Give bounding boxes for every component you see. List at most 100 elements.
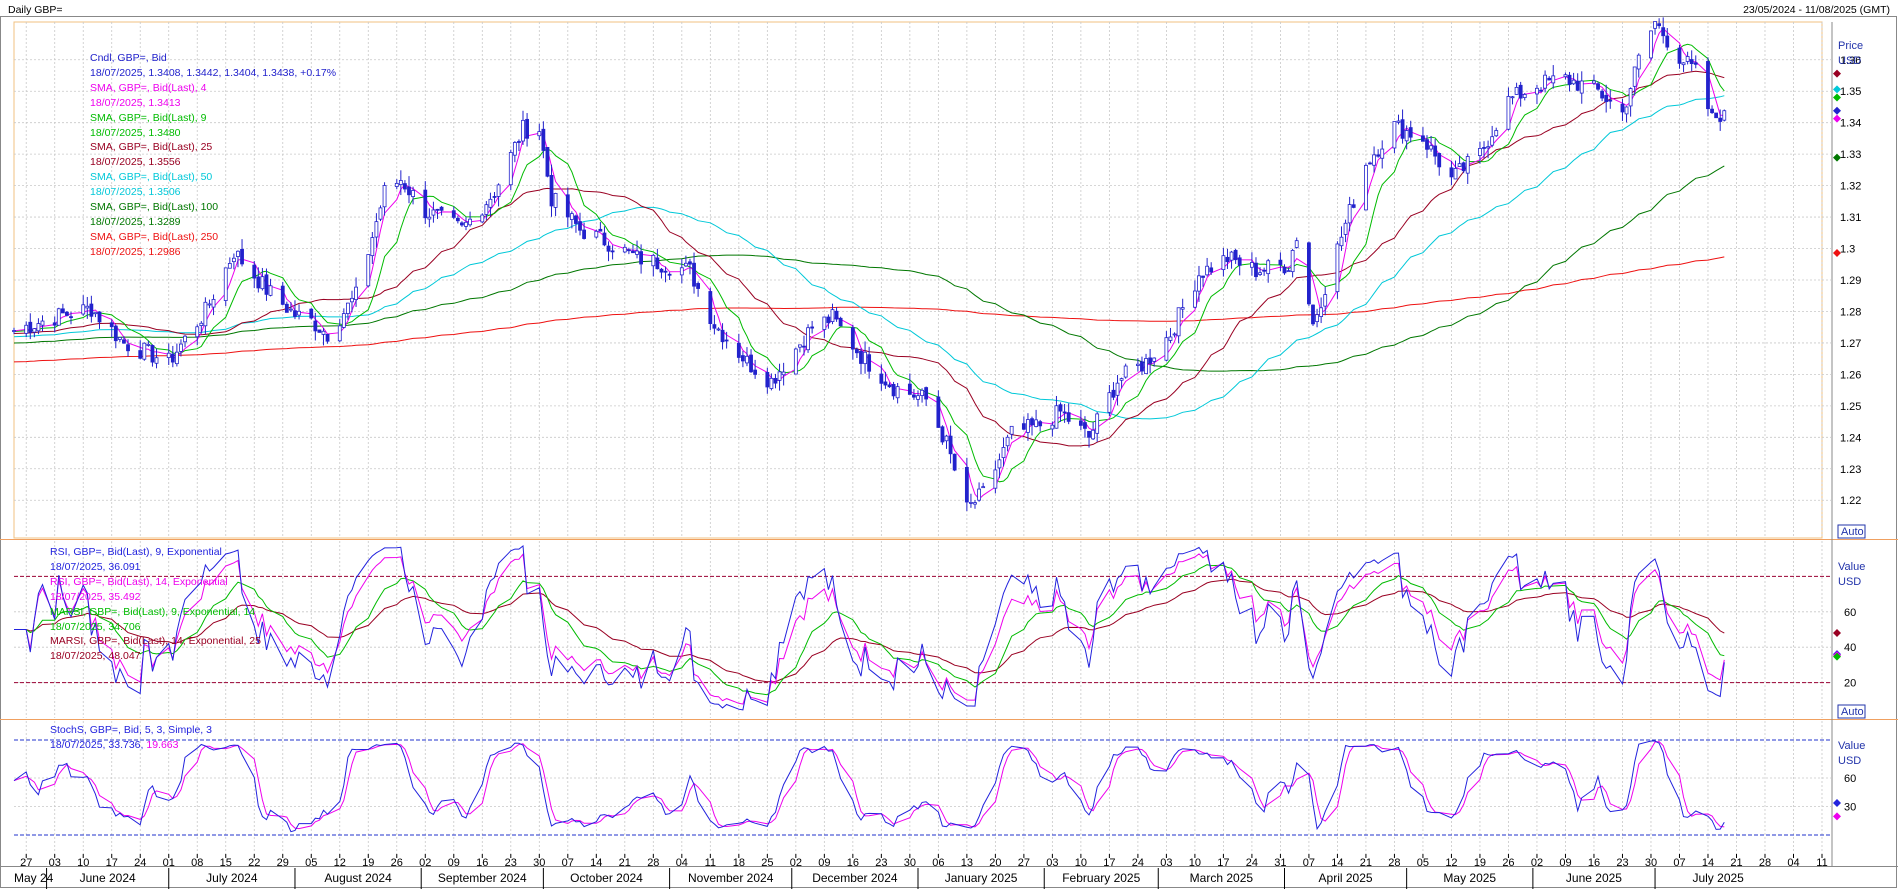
- price-legend-name-6: SMA, GBP=, Bid(Last), 250: [90, 230, 219, 243]
- candle-body: [639, 251, 643, 265]
- x-month-label: September 2024: [438, 871, 527, 885]
- rsi-legend-value-0: 18/07/2025, 36.091: [50, 560, 141, 573]
- candle-body: [293, 310, 297, 317]
- candle-body: [451, 210, 456, 218]
- candle-body: [969, 501, 973, 504]
- candle-body: [777, 371, 782, 381]
- x-day-label: 07: [1303, 857, 1315, 869]
- candle-body: [651, 254, 656, 267]
- candle-body: [1278, 259, 1283, 265]
- candle-body: [1706, 61, 1710, 110]
- candle-body: [1400, 119, 1405, 139]
- rsi-currency-label: USD: [1838, 576, 1861, 588]
- price-tick-label: 1.29: [1840, 275, 1861, 287]
- candle-body: [1693, 62, 1698, 65]
- candle-body: [1522, 94, 1527, 98]
- candle-body: [1608, 99, 1613, 102]
- candle-body: [606, 245, 611, 252]
- candle-body: [166, 352, 171, 359]
- candle-body: [1095, 413, 1100, 434]
- x-day-label: 24: [134, 857, 146, 869]
- candle-body: [1718, 117, 1723, 122]
- candle-body: [480, 214, 485, 223]
- candle-body: [252, 264, 257, 279]
- stoch-tick-label: 30: [1844, 802, 1856, 814]
- price-legend-name-4: SMA, GBP=, Bid(Last), 50: [90, 171, 213, 184]
- price-tick-label: 1.3: [1840, 244, 1855, 256]
- x-day-label: 07: [1673, 857, 1685, 869]
- candle-body: [696, 283, 701, 289]
- candle-body: [724, 339, 729, 342]
- candle-body: [1636, 54, 1641, 70]
- candle-body: [1604, 94, 1609, 103]
- candle-body: [549, 174, 554, 207]
- candle-body: [582, 229, 586, 239]
- candle-body: [407, 186, 411, 196]
- candle-body: [1119, 378, 1124, 381]
- candle-body: [708, 291, 713, 324]
- candle-body: [1237, 257, 1242, 266]
- candle-body: [1229, 251, 1234, 261]
- candle-body: [663, 270, 668, 273]
- candle-body: [1315, 314, 1319, 323]
- candle-body: [464, 221, 468, 227]
- candle-body: [366, 254, 371, 287]
- candle-body: [1482, 147, 1486, 149]
- candle-body: [435, 208, 440, 211]
- candle-body: [716, 328, 721, 331]
- candle-body: [1404, 130, 1409, 142]
- candle-body: [1677, 47, 1682, 64]
- candle-body: [765, 371, 770, 388]
- candle-body: [749, 354, 753, 373]
- candle-body: [227, 263, 232, 269]
- candle-body: [24, 324, 29, 334]
- candle-body: [211, 299, 216, 308]
- candle-body: [1486, 146, 1490, 149]
- candle-body: [284, 303, 289, 313]
- candle-body: [93, 312, 98, 315]
- candle-body: [948, 435, 953, 455]
- candle-body: [883, 381, 888, 386]
- stoch-currency-label: USD: [1838, 755, 1861, 767]
- x-month-label: May 2025: [1443, 871, 1496, 885]
- candle-body: [1624, 106, 1629, 115]
- candle-body: [1323, 294, 1328, 307]
- candle-body: [403, 183, 407, 190]
- x-day-label: 21: [1730, 857, 1742, 869]
- candle-body: [350, 297, 354, 303]
- candle-body: [1286, 270, 1291, 273]
- candle-body: [264, 274, 269, 295]
- x-axis: 27 03 10 17 24 01 08 15 22 29 05 12 19 26 02 09 16 23 30 07…: [14, 854, 1828, 889]
- candle-body: [236, 250, 240, 257]
- x-month-label: January 2025: [945, 871, 1018, 885]
- candle-body: [1461, 162, 1466, 172]
- candle-body: [1661, 27, 1666, 37]
- candle-body: [81, 304, 86, 315]
- x-month-label: July 2025: [1692, 871, 1744, 885]
- x-day-label: 12: [1445, 857, 1457, 869]
- x-day-label: 31: [1274, 857, 1286, 869]
- candle-body: [810, 326, 815, 329]
- x-day-label: 30: [904, 857, 916, 869]
- price-marker-2: [1833, 69, 1841, 78]
- price-marker-last: [1833, 106, 1841, 115]
- candle-body: [659, 268, 664, 273]
- candle-body: [1465, 156, 1470, 174]
- stoch-marker-k: [1833, 798, 1841, 807]
- candle-body: [745, 355, 749, 364]
- price-tick-label: 1.25: [1840, 401, 1861, 413]
- candle-body: [936, 396, 941, 428]
- candle-body: [1058, 404, 1063, 412]
- candle-body: [1425, 139, 1429, 150]
- candle-body: [1254, 262, 1258, 278]
- candle-body: [578, 221, 582, 231]
- candle-body: [1714, 112, 1719, 119]
- candle-body: [1535, 87, 1539, 95]
- candle-body: [1567, 74, 1572, 85]
- marsi-9-line: [14, 564, 1725, 696]
- candle-body: [859, 350, 863, 364]
- candle-body: [280, 285, 285, 305]
- price-legend-value-4: 18/07/2025, 1.3506: [90, 186, 181, 199]
- x-day-label: 18: [733, 857, 745, 869]
- candle-body: [1107, 392, 1112, 413]
